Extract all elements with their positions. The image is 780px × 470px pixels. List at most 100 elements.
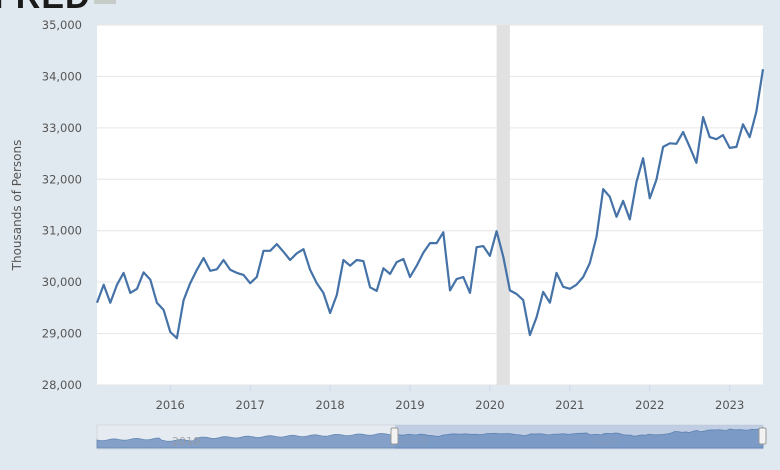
data-point[interactable] (467, 290, 472, 295)
data-point[interactable] (641, 156, 646, 161)
data-point[interactable] (328, 311, 333, 316)
data-point[interactable] (161, 307, 166, 312)
data-point[interactable] (401, 257, 406, 262)
data-point[interactable] (334, 293, 339, 298)
data-point[interactable] (281, 249, 286, 254)
data-point[interactable] (208, 268, 213, 273)
data-point[interactable] (408, 275, 413, 280)
data-point[interactable] (481, 244, 486, 249)
data-point[interactable] (288, 258, 293, 263)
data-point[interactable] (587, 261, 592, 266)
data-point[interactable] (441, 230, 446, 235)
data-point[interactable] (614, 214, 619, 219)
data-point[interactable] (607, 194, 612, 199)
data-point[interactable] (234, 270, 239, 275)
data-point[interactable] (114, 282, 119, 287)
data-point[interactable] (761, 67, 766, 72)
data-point[interactable] (214, 267, 219, 272)
data-point[interactable] (634, 179, 639, 184)
data-point[interactable] (621, 198, 626, 203)
data-point[interactable] (268, 248, 273, 253)
data-point[interactable] (194, 267, 199, 272)
data-point[interactable] (521, 298, 526, 303)
data-point[interactable] (474, 245, 479, 250)
data-point[interactable] (228, 267, 233, 272)
data-point[interactable] (354, 258, 359, 263)
data-point[interactable] (361, 259, 366, 264)
data-point[interactable] (454, 277, 459, 282)
data-point[interactable] (487, 253, 492, 258)
data-point[interactable] (581, 275, 586, 280)
data-point[interactable] (388, 271, 393, 276)
data-point[interactable] (414, 263, 419, 268)
data-point[interactable] (534, 315, 539, 320)
data-point[interactable] (514, 291, 519, 296)
data-point[interactable] (594, 234, 599, 239)
data-point[interactable] (368, 285, 373, 290)
data-point[interactable] (108, 300, 113, 305)
data-point[interactable] (661, 144, 666, 149)
data-point[interactable] (101, 282, 106, 287)
data-point[interactable] (727, 145, 732, 150)
data-point[interactable] (174, 336, 179, 341)
data-point[interactable] (374, 288, 379, 293)
data-point[interactable] (507, 288, 512, 293)
data-point[interactable] (701, 115, 706, 120)
data-point[interactable] (301, 247, 306, 252)
data-point[interactable] (667, 141, 672, 146)
data-point[interactable] (741, 122, 746, 127)
range-navigator[interactable]: 2010 2015 2020 (96, 424, 767, 450)
data-point[interactable] (274, 242, 279, 247)
data-point[interactable] (188, 281, 193, 286)
data-point[interactable] (134, 286, 139, 291)
data-point[interactable] (148, 277, 153, 282)
data-point[interactable] (734, 144, 739, 149)
fred-logo[interactable]: FRED (0, 0, 91, 17)
data-point[interactable] (154, 300, 159, 305)
data-point[interactable] (294, 251, 299, 256)
data-point[interactable] (254, 275, 259, 280)
data-point[interactable] (554, 270, 559, 275)
data-point[interactable] (687, 144, 692, 149)
data-point[interactable] (181, 298, 186, 303)
navigator-left-handle[interactable] (390, 427, 399, 445)
data-point[interactable] (128, 290, 133, 295)
data-point[interactable] (681, 129, 686, 134)
data-point[interactable] (348, 263, 353, 268)
data-point[interactable] (201, 255, 206, 260)
data-point[interactable] (707, 135, 712, 140)
data-point[interactable] (574, 282, 579, 287)
data-point[interactable] (567, 286, 572, 291)
data-point[interactable] (95, 300, 100, 305)
data-point[interactable] (714, 137, 719, 142)
data-point[interactable] (747, 135, 752, 140)
data-point[interactable] (428, 241, 433, 246)
data-point[interactable] (721, 133, 726, 138)
data-point[interactable] (461, 275, 466, 280)
data-point[interactable] (694, 160, 699, 165)
data-point[interactable] (308, 267, 313, 272)
data-point[interactable] (221, 258, 226, 263)
data-point[interactable] (501, 254, 506, 259)
data-point[interactable] (541, 289, 546, 294)
data-point[interactable] (674, 141, 679, 146)
data-point[interactable] (527, 333, 532, 338)
data-point[interactable] (561, 284, 566, 289)
data-point[interactable] (241, 272, 246, 277)
data-point[interactable] (261, 248, 266, 253)
data-point[interactable] (168, 330, 173, 335)
data-point[interactable] (547, 300, 552, 305)
data-point[interactable] (494, 229, 499, 234)
data-point[interactable] (121, 270, 126, 275)
data-point[interactable] (321, 290, 326, 295)
data-point[interactable] (141, 270, 146, 275)
data-point[interactable] (654, 177, 659, 182)
navigator-right-handle[interactable] (758, 427, 767, 445)
data-point[interactable] (434, 241, 439, 246)
data-point[interactable] (601, 187, 606, 192)
data-point[interactable] (341, 258, 346, 263)
data-point[interactable] (248, 281, 253, 286)
data-point[interactable] (647, 196, 652, 201)
data-point[interactable] (394, 260, 399, 265)
data-point[interactable] (627, 217, 632, 222)
